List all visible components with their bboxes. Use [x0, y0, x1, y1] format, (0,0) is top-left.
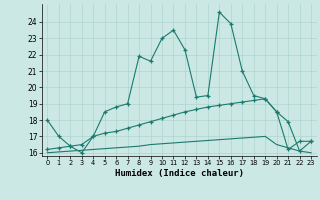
- X-axis label: Humidex (Indice chaleur): Humidex (Indice chaleur): [115, 169, 244, 178]
